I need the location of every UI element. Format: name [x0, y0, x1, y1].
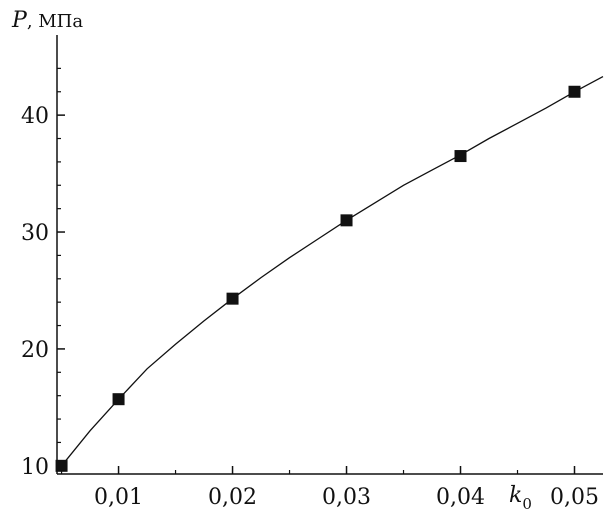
x-tick-label: 0,01 — [94, 485, 143, 510]
y-tick-label: 40 — [21, 104, 49, 129]
data-point — [454, 150, 467, 163]
y-tick-label: 10 — [21, 455, 49, 480]
data-point — [226, 292, 239, 305]
data-point — [340, 214, 353, 227]
data-point — [568, 85, 581, 98]
axis-labels: P, МПа k0 — [11, 8, 532, 513]
fit-curve — [61, 76, 604, 467]
y-tick-label: 20 — [21, 338, 49, 363]
x-axis-subscript: 0 — [522, 495, 532, 513]
data-marks — [55, 76, 604, 472]
x-axis-symbol: k — [509, 483, 522, 508]
y-axis-symbol: P — [11, 8, 28, 33]
x-tick-label: 0,04 — [436, 485, 485, 510]
axes: 10 20 30 40 0,01 0,02 0,03 0,04 0,05 — [21, 35, 603, 510]
x-tick-label: 0,03 — [322, 485, 371, 510]
y-tick-label: 30 — [21, 221, 49, 246]
y-axis-unit: , МПа — [27, 11, 84, 32]
x-axis-label: k0 — [509, 483, 532, 513]
data-point — [112, 393, 125, 406]
x-tick-label: 0,02 — [208, 485, 257, 510]
y-axis-label: P, МПа — [11, 8, 83, 33]
data-point — [55, 459, 68, 472]
x-tick-label: 0,05 — [550, 485, 599, 510]
